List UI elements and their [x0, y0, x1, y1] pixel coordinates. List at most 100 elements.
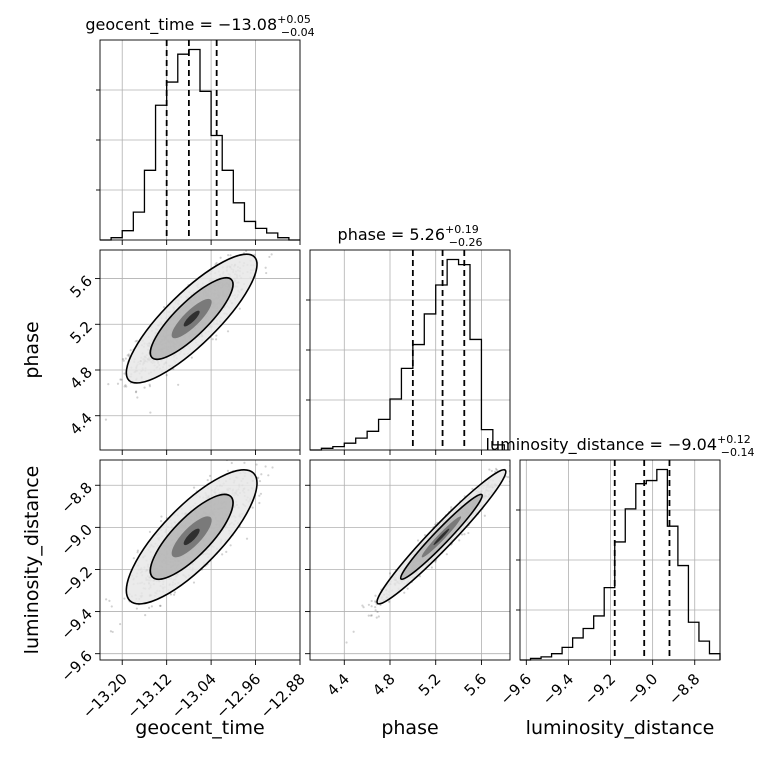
sample-point: [162, 306, 166, 309]
sample-point: [370, 605, 373, 608]
sample-point: [221, 553, 224, 556]
sample-point: [229, 254, 232, 257]
sample-point: [418, 575, 422, 578]
sample-point: [132, 557, 135, 560]
sample-point: [374, 606, 377, 609]
sample-point: [375, 616, 378, 619]
sample-point: [159, 604, 162, 607]
sample-point: [121, 358, 125, 361]
sample-point: [388, 572, 392, 575]
xtick-label-phase: 4.4: [323, 670, 353, 700]
sample-point: [270, 253, 273, 256]
sample-point: [352, 630, 355, 633]
title-eq: =: [194, 15, 218, 34]
ytick-label-luminosity_distance: −8.8: [58, 479, 96, 517]
sample-point: [367, 614, 370, 617]
sample-point: [104, 418, 108, 421]
sample-point: [192, 581, 196, 584]
xtick-label-luminosity_distance: −9.4: [539, 670, 577, 708]
ytick-label-phase: 4.4: [66, 409, 96, 439]
sample-point: [108, 599, 111, 602]
ytick-label-luminosity_distance: −9.6: [58, 647, 96, 685]
sample-point: [190, 356, 193, 359]
sample-point: [251, 506, 254, 509]
sample-point: [495, 468, 499, 472]
sample-point: [467, 531, 470, 535]
hist-panel-luminosity_distance: luminosity_distance = −9.04+0.12 −0.14: [486, 433, 754, 661]
sample-point: [165, 374, 168, 377]
sample-point: [126, 354, 129, 357]
histogram-step-phase: [310, 258, 505, 451]
sample-point: [219, 256, 222, 259]
sample-point: [458, 539, 461, 542]
sample-point: [264, 266, 267, 269]
sample-point: [370, 614, 373, 617]
sample-point: [259, 492, 263, 495]
sample-point: [258, 480, 262, 483]
sample-point: [494, 467, 498, 470]
sample-point: [506, 476, 510, 479]
sample-point: [127, 353, 130, 356]
ytick-label-luminosity_distance: −9.4: [58, 605, 96, 643]
sample-point: [271, 466, 274, 469]
sample-point: [150, 605, 153, 608]
panel-title-geocent_time: geocent_time = −13.08+0.05 −0.04: [85, 13, 314, 39]
sample-point: [123, 372, 126, 375]
scatter-frame: [309, 459, 511, 661]
sample-point: [235, 232, 237, 234]
sample-point: [125, 385, 128, 388]
density-contour: [183, 310, 200, 327]
sample-point: [110, 605, 113, 608]
yaxis-label-luminosity_distance: luminosity_distance: [21, 466, 43, 655]
title-median: 5.26: [409, 225, 445, 244]
xaxis-label-luminosity_distance: luminosity_distance: [526, 717, 715, 739]
title-plus: +0.19: [445, 223, 479, 236]
sample-point: [361, 604, 364, 607]
sample-point: [238, 307, 241, 310]
xaxis-label-geocent_time: geocent_time: [135, 717, 264, 739]
sample-point: [370, 599, 373, 603]
sample-point: [148, 385, 152, 388]
scatter-panel-geocent_time-luminosity_distance: [99, 459, 301, 661]
sample-point: [124, 384, 127, 387]
sample-point: [229, 544, 232, 547]
sample-point: [119, 378, 122, 381]
density-contour: [433, 528, 450, 546]
sample-point: [450, 506, 453, 509]
sample-point: [122, 359, 125, 362]
xtick-label-luminosity_distance: −9.2: [581, 670, 619, 708]
sample-point: [135, 390, 138, 393]
sample-point: [148, 606, 151, 609]
sample-point: [124, 357, 127, 360]
sample-point: [387, 600, 391, 603]
scatter-panel-phase-luminosity_distance: [309, 459, 511, 661]
sample-point: [483, 514, 486, 517]
sample-point: [208, 474, 212, 477]
sample-point: [264, 465, 267, 468]
title-median: −13.08: [218, 15, 277, 34]
sample-point: [260, 473, 263, 476]
title-eq: =: [644, 435, 668, 454]
xtick-label-geocent_time: −12.88: [257, 670, 309, 722]
scatter-frame: [99, 249, 301, 451]
sample-point: [258, 501, 261, 505]
sample-point: [136, 551, 139, 554]
sample-point: [206, 479, 209, 482]
scatter-frame: [99, 459, 301, 661]
sample-point: [173, 591, 177, 594]
sample-point: [245, 537, 249, 540]
sample-point: [211, 338, 214, 341]
sample-point: [159, 520, 163, 523]
sample-point: [434, 523, 437, 526]
sample-point: [268, 255, 271, 259]
sample-point: [135, 607, 138, 610]
sample-point: [136, 396, 139, 399]
sample-point: [460, 533, 464, 536]
sample-point: [377, 615, 380, 618]
sample-point: [242, 247, 244, 249]
ytick-label-luminosity_distance: −9.2: [58, 563, 96, 601]
sample-point: [123, 597, 126, 600]
sample-point: [215, 334, 218, 337]
histogram-step-geocent_time: [100, 48, 300, 241]
xaxis-label-phase: phase: [381, 717, 438, 739]
